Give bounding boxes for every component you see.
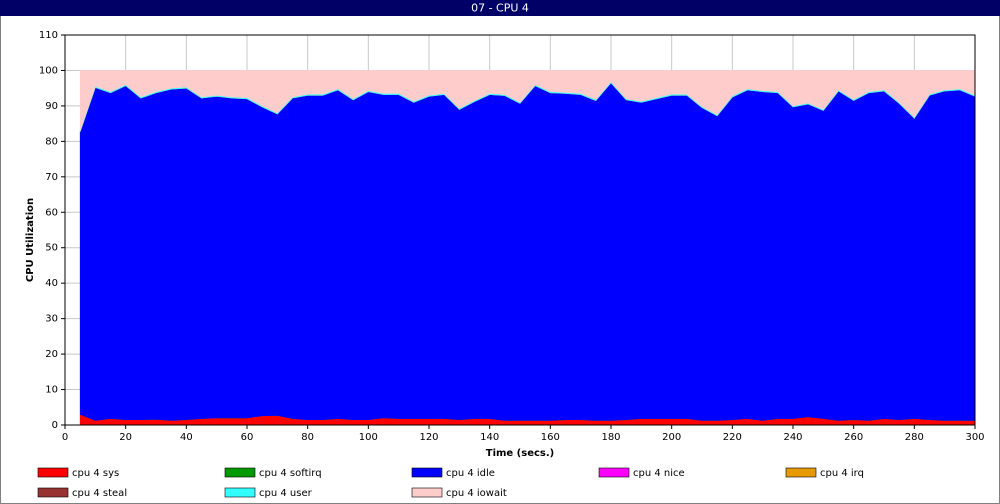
legend-swatch (224, 467, 256, 478)
legend-swatch (37, 467, 69, 478)
y-axis-label: CPU Utilization (25, 198, 36, 282)
x-tick-label: 0 (62, 432, 68, 443)
y-tick-label: 60 (45, 207, 58, 218)
y-tick-label: 0 (52, 420, 58, 431)
legend-swatch (37, 487, 69, 498)
legend-swatch (598, 467, 630, 478)
legend-label: cpu 4 iowait (446, 488, 507, 499)
x-tick-label: 60 (241, 432, 254, 443)
y-tick-label: 10 (45, 385, 58, 396)
x-axis-label: Time (secs.) (486, 448, 555, 459)
y-tick-label: 80 (45, 136, 58, 147)
legend-label: cpu 4 steal (72, 488, 127, 499)
title-bar (0, 0, 1000, 16)
legend-label: cpu 4 softirq (259, 468, 322, 479)
y-tick-label: 110 (39, 30, 58, 41)
legend-label: cpu 4 idle (446, 468, 495, 479)
legend-label: cpu 4 nice (633, 468, 685, 479)
y-tick-label: 100 (39, 65, 58, 76)
legend-swatch (224, 487, 256, 498)
legend-label: cpu 4 sys (72, 468, 119, 479)
plot-border (64, 34, 976, 426)
area (79, 82, 976, 421)
y-tick-label: 90 (45, 101, 58, 112)
x-tick-label: 180 (601, 432, 620, 443)
legend-swatch (411, 487, 443, 498)
x-tick-label: 100 (359, 432, 378, 443)
y-tick-label: 40 (45, 278, 58, 289)
x-tick-label: 260 (844, 432, 863, 443)
chart-title: 07 - CPU 4 (471, 2, 529, 15)
x-tick-label: 220 (723, 432, 742, 443)
legend-swatch (411, 467, 443, 478)
x-tick-label: 80 (301, 432, 314, 443)
x-tick-label: 280 (905, 432, 924, 443)
y-tick-label: 30 (45, 314, 58, 325)
y-tick-label: 70 (45, 172, 58, 183)
x-tick-label: 120 (419, 432, 438, 443)
legend-label: cpu 4 irq (820, 468, 864, 479)
x-tick-label: 200 (662, 432, 681, 443)
x-tick-label: 300 (965, 432, 984, 443)
x-tick-label: 20 (119, 432, 132, 443)
plot-area (64, 34, 976, 426)
x-tick-label: 140 (480, 432, 499, 443)
legend-swatch (785, 467, 817, 478)
legend-label: cpu 4 user (259, 488, 313, 499)
x-tick-label: 40 (180, 432, 193, 443)
x-tick-label: 240 (783, 432, 802, 443)
y-tick-label: 50 (45, 243, 58, 254)
y-tick-label: 20 (45, 349, 58, 360)
x-tick-label: 160 (541, 432, 560, 443)
